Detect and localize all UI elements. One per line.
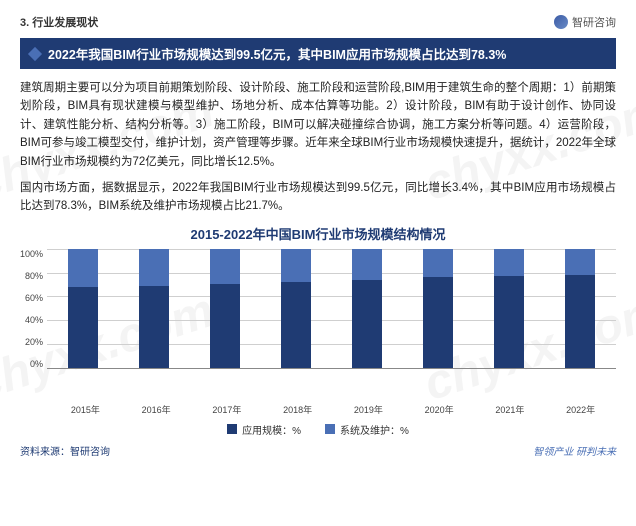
- diamond-icon: [28, 46, 42, 60]
- brand: 智研咨询: [554, 14, 616, 30]
- section-label: 3. 行业发展现状: [20, 14, 98, 30]
- plot: [47, 249, 616, 369]
- paragraph-1: 建筑周期主要可以分为项目前期策划阶段、设计阶段、施工阶段和运营阶段,BIM用于建…: [20, 79, 616, 171]
- legend-label: 应用规模：%: [242, 422, 301, 437]
- paragraph-2: 国内市场方面，据数据显示，2022年我国BIM行业市场规模达到99.5亿元，同比…: [20, 179, 616, 216]
- bar-slot: [210, 249, 240, 368]
- xtick: 2022年: [566, 403, 596, 416]
- bar-slot: [423, 249, 453, 368]
- ytick: 100%: [20, 249, 43, 259]
- bar-segment-app: [423, 277, 453, 367]
- legend-label: 系统及维护：%: [340, 422, 409, 437]
- bar-segment-app: [210, 284, 240, 367]
- xtick: 2016年: [141, 403, 171, 416]
- bar-segment-sys: [281, 249, 311, 282]
- bar-segment-app: [68, 287, 98, 368]
- legend-swatch: [325, 424, 335, 434]
- legend: 应用规模：% 系统及维护：%: [20, 422, 616, 437]
- brand-icon: [554, 15, 568, 29]
- footer-row: 资料来源：智研咨询 智领产业 研判未来: [20, 443, 616, 458]
- ytick: 40%: [25, 315, 43, 325]
- bar-segment-app: [565, 275, 595, 368]
- xtick: 2015年: [70, 403, 100, 416]
- bar-segment-sys: [68, 249, 98, 287]
- bar-slot: [281, 249, 311, 368]
- legend-item-sys: 系统及维护：%: [325, 422, 409, 437]
- ytick: 20%: [25, 337, 43, 347]
- xtick: 2020年: [424, 403, 454, 416]
- legend-item-app: 应用规模：%: [227, 422, 301, 437]
- ytick: 80%: [25, 271, 43, 281]
- xtick: 2018年: [283, 403, 313, 416]
- bar-segment-sys: [423, 249, 453, 278]
- bar-segment-app: [494, 276, 524, 368]
- footer-tagline: 智领产业 研判未来: [533, 443, 616, 458]
- chart-title: 2015-2022年中国BIM行业市场规模结构情况: [20, 224, 616, 243]
- legend-swatch: [227, 424, 237, 434]
- source-label: 资料来源：智研咨询: [20, 443, 110, 458]
- bar-segment-sys: [139, 249, 169, 286]
- title-text: 2022年我国BIM行业市场规模达到99.5亿元，其中BIM应用市场规模占比达到…: [48, 44, 506, 63]
- bar-slot: [352, 249, 382, 368]
- ytick: 0%: [30, 359, 43, 369]
- bar-segment-sys: [210, 249, 240, 285]
- xtick: 2021年: [495, 403, 525, 416]
- x-axis: 2015年 2016年 2017年 2018年 2019年 2020年 2021年 2022年: [50, 403, 616, 416]
- xtick: 2017年: [212, 403, 242, 416]
- bars-container: [47, 249, 616, 368]
- bar-slot: [139, 249, 169, 368]
- title-bar: 2022年我国BIM行业市场规模达到99.5亿元，其中BIM应用市场规模占比达到…: [20, 38, 616, 69]
- bar-segment-app: [352, 280, 382, 368]
- bar-slot: [494, 249, 524, 368]
- bar-slot: [68, 249, 98, 368]
- xtick: 2019年: [353, 403, 383, 416]
- bar-segment-sys: [565, 249, 595, 275]
- bar-slot: [565, 249, 595, 368]
- chart-area: 100% 80% 60% 40% 20% 0%: [20, 249, 616, 399]
- bar-segment-sys: [352, 249, 382, 280]
- bar-segment-sys: [494, 249, 524, 276]
- brand-name: 智研咨询: [572, 14, 616, 30]
- page: 3. 行业发展现状 智研咨询 2022年我国BIM行业市场规模达到99.5亿元，…: [0, 0, 636, 468]
- header-row: 3. 行业发展现状 智研咨询: [20, 14, 616, 30]
- y-axis: 100% 80% 60% 40% 20% 0%: [20, 249, 47, 369]
- bar-segment-app: [281, 282, 311, 368]
- ytick: 60%: [25, 293, 43, 303]
- bar-segment-app: [139, 286, 169, 368]
